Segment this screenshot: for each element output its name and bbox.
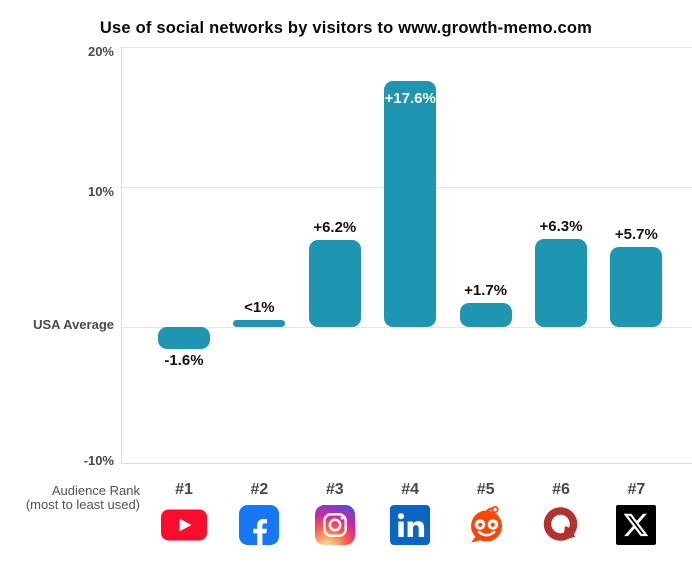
bar-value-label: -1.6% (164, 352, 204, 370)
bar-value-label: +6.2% (313, 219, 357, 237)
x-axis-caption-line1: Audience Rank (51, 483, 140, 498)
bar-instagram (308, 240, 361, 327)
rank-label-4: #4 (401, 481, 420, 498)
baseline-gridline (122, 327, 692, 328)
rank-label-7: #7 (627, 481, 646, 498)
y-axis-label: -10% (83, 453, 114, 468)
instagram-icon (311, 504, 359, 546)
bar-value-label: +17.6% (384, 89, 436, 107)
rank-label-5: #5 (476, 481, 495, 498)
bar-value-label: <1% (244, 299, 275, 316)
bar-reddit (459, 303, 512, 327)
x-icon (612, 504, 660, 546)
bar-x (610, 247, 663, 327)
bar-value-label: +5.7% (614, 226, 658, 244)
bar-linkedin (384, 80, 437, 327)
rank-label-6: #6 (552, 481, 570, 498)
linkedin-icon (386, 504, 434, 546)
facebook-icon (235, 504, 283, 546)
bar-quora (535, 238, 587, 327)
y-axis-label: 20% (87, 44, 114, 59)
bar-youtube (158, 327, 210, 350)
youtube-icon (160, 504, 208, 546)
x-axis-caption: Audience Rank (most to least used) (0, 484, 140, 511)
x-axis-caption-line2: (most to least used) (25, 496, 140, 512)
y-axis-label: USA Average (33, 317, 114, 332)
chart-title: Use of social networks by visitors to ww… (99, 19, 593, 37)
rank-label-1: #1 (175, 481, 193, 498)
y-axis-label: 10% (87, 184, 114, 199)
bar-value-label: +6.3% (539, 217, 583, 235)
bar-value-label: +1.7% (464, 282, 508, 300)
gridline (122, 47, 692, 48)
bar-facebook (233, 320, 286, 327)
quora-icon (537, 504, 585, 546)
reddit-icon (462, 504, 510, 546)
rank-label-3: #3 (325, 481, 344, 498)
rank-label-2: #2 (250, 481, 269, 498)
